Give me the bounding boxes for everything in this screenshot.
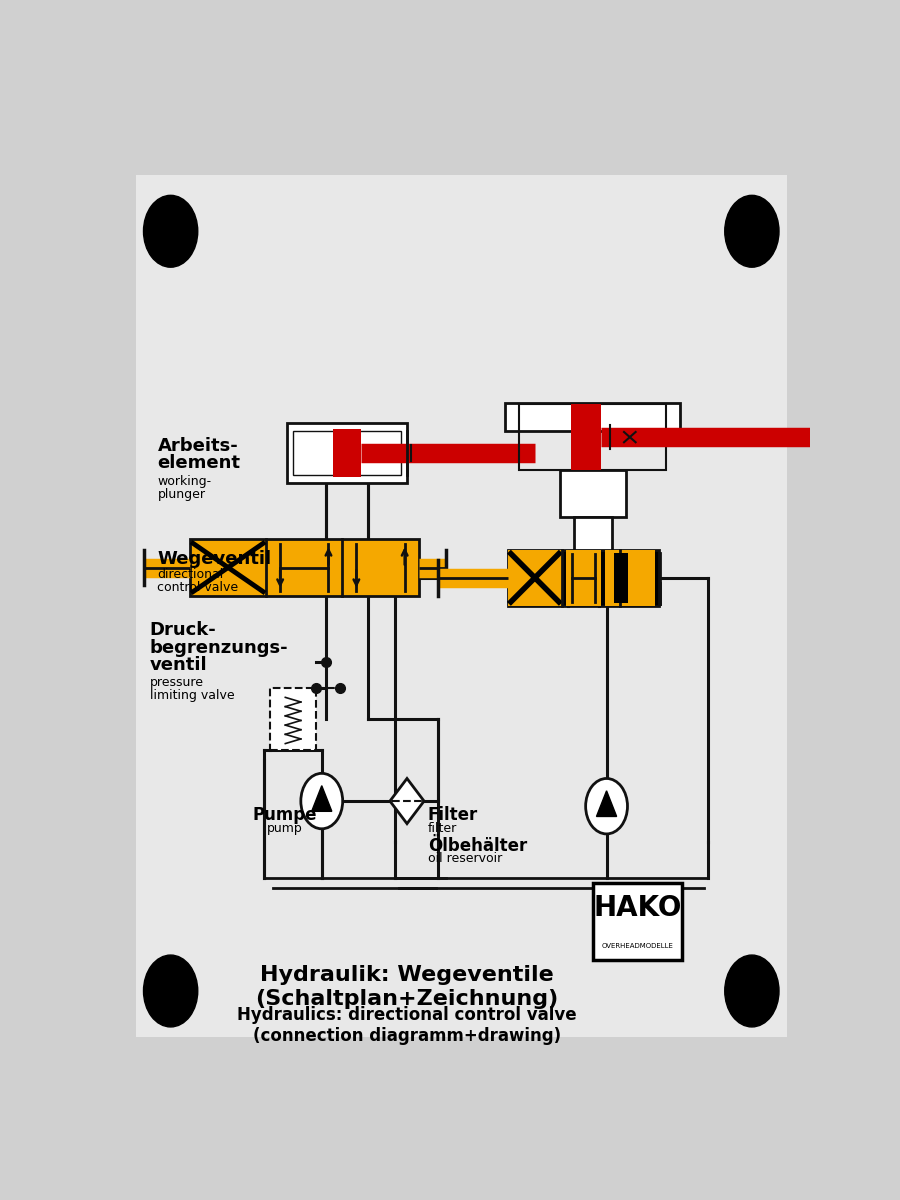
Polygon shape <box>597 791 617 816</box>
Circle shape <box>143 955 198 1027</box>
Circle shape <box>143 196 198 268</box>
Bar <box>525 583 661 604</box>
Bar <box>287 424 407 482</box>
Text: Hydraulics: directional control valve
(connection diagramm+drawing): Hydraulics: directional control valve (c… <box>238 1007 577 1045</box>
Text: limiting valve: limiting valve <box>149 689 234 702</box>
Bar <box>270 688 316 750</box>
Bar <box>333 430 361 476</box>
Text: control valve: control valve <box>158 581 239 594</box>
Text: Druck-: Druck- <box>149 622 216 640</box>
Text: HAKO: HAKO <box>593 894 682 922</box>
Text: Filter: Filter <box>428 806 478 824</box>
Bar <box>506 403 680 432</box>
Text: oil reservoir: oil reservoir <box>428 852 502 865</box>
Bar <box>593 883 682 960</box>
Bar <box>519 403 666 470</box>
Text: ventil: ventil <box>149 656 207 674</box>
Bar <box>572 403 601 470</box>
Circle shape <box>724 955 779 1027</box>
Bar <box>573 517 612 583</box>
Bar <box>614 553 628 602</box>
Bar <box>190 539 418 595</box>
Polygon shape <box>311 786 332 811</box>
Bar <box>566 550 601 606</box>
Circle shape <box>301 773 343 829</box>
Bar <box>508 550 659 606</box>
Text: Wegeventil: Wegeventil <box>158 550 272 568</box>
Text: filter: filter <box>428 822 457 835</box>
Text: Pumpe: Pumpe <box>252 806 317 824</box>
Text: plunger: plunger <box>158 488 205 500</box>
Text: directional: directional <box>158 568 224 581</box>
Bar <box>508 550 562 606</box>
Text: pump: pump <box>266 822 302 835</box>
Text: working-: working- <box>158 474 212 487</box>
Polygon shape <box>390 779 424 823</box>
Text: Ölbehälter: Ölbehälter <box>428 838 527 854</box>
Text: element: element <box>158 454 240 472</box>
Bar <box>605 550 655 606</box>
Text: begrenzungs-: begrenzungs- <box>149 638 288 656</box>
Text: pressure: pressure <box>149 676 203 689</box>
Circle shape <box>724 196 779 268</box>
Text: Arbeits-: Arbeits- <box>158 437 239 455</box>
Text: Hydraulik: Wegeventile
(Schaltplan+Zeichnung): Hydraulik: Wegeventile (Schaltplan+Zeich… <box>256 965 559 1008</box>
Circle shape <box>586 779 627 834</box>
Bar <box>560 470 625 517</box>
Bar <box>293 432 400 474</box>
Text: OVERHEADMODELLE: OVERHEADMODELLE <box>601 943 673 949</box>
